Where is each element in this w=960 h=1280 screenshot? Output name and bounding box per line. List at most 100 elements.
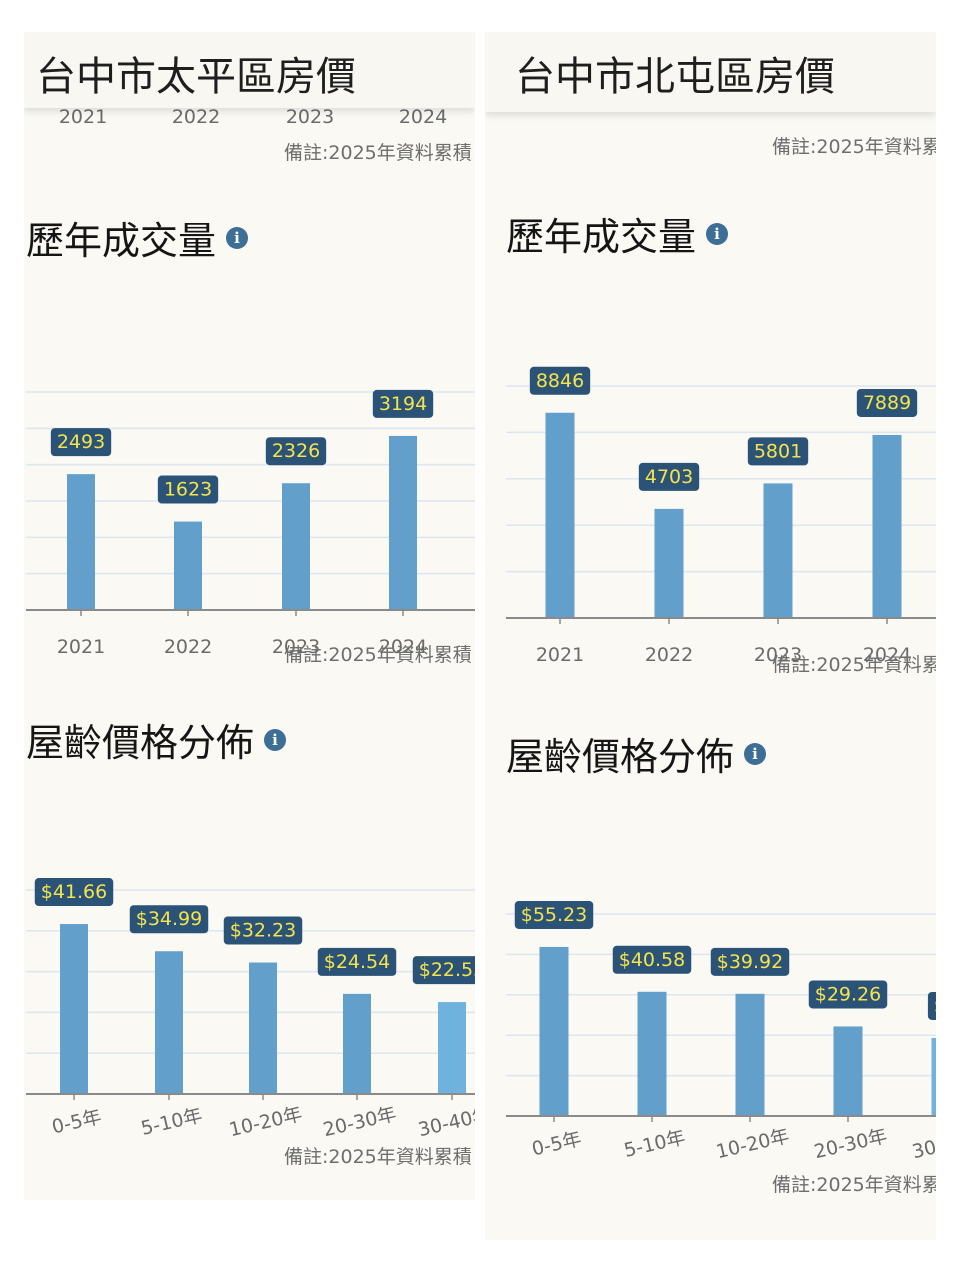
- data-label-text: 2493: [57, 431, 105, 453]
- data-label-box: [747, 437, 809, 466]
- data-label: 7889: [856, 388, 918, 417]
- data-label-box: [710, 947, 790, 976]
- x-tick-label: 0-5年: [50, 1106, 104, 1139]
- bar[interactable]: [833, 1026, 863, 1116]
- x-tick-label: 30-40年: [910, 1125, 936, 1163]
- data-label: 3194: [372, 389, 434, 418]
- bar[interactable]: [282, 483, 310, 610]
- x-tick-label: 2022: [171, 106, 221, 128]
- data-label: $2: [927, 991, 936, 1020]
- bar[interactable]: [60, 924, 88, 1094]
- sticky-header: 台中市北屯區房價: [485, 32, 936, 112]
- district-panel-taiping: 2021 2022 2023 2024 台中市太平區房價 備註:2025年資料累…: [24, 32, 475, 1200]
- data-label: $24.54: [317, 947, 397, 976]
- data-label-text: 8846: [536, 370, 584, 392]
- bar[interactable]: [931, 1037, 937, 1116]
- data-label-box: [223, 916, 303, 945]
- x-tick-label: 20-30年: [812, 1125, 889, 1163]
- bar[interactable]: [872, 434, 902, 618]
- data-label-text: 3194: [379, 393, 427, 415]
- section-title-text: 歷年成交量: [506, 215, 697, 259]
- bar[interactable]: [155, 951, 183, 1094]
- previous-chart-x-axis: 2021 2022 2023 2024: [24, 106, 475, 128]
- bar[interactable]: [637, 991, 667, 1116]
- age-price-chart: $41.66 0-5年 $34.99 5-10年 $32.23 10-20年 $24.54 2…: [26, 878, 475, 1141]
- data-label-box: [412, 956, 475, 985]
- footnote: 備註:2025年資料累積: [284, 142, 472, 164]
- data-label: 8846: [529, 366, 591, 395]
- bar[interactable]: [67, 474, 95, 610]
- data-label-box: [808, 980, 888, 1009]
- x-tick-label: 20-30年: [321, 1103, 398, 1141]
- section-title-age-price: 屋齡價格分佈 i: [26, 712, 287, 767]
- data-label-box: [317, 947, 397, 976]
- x-tick-label: 2023: [272, 636, 320, 658]
- bar[interactable]: [249, 962, 277, 1094]
- data-label: 1623: [157, 475, 219, 504]
- x-tick-label: 5-10年: [139, 1104, 204, 1139]
- data-label-box: [129, 905, 209, 934]
- info-icon[interactable]: i: [744, 742, 767, 765]
- data-label: $34.99: [129, 905, 209, 934]
- section-title-text: 屋齡價格分佈: [506, 735, 735, 779]
- x-tick-label: 2023: [754, 644, 802, 666]
- data-label-box: [514, 900, 594, 929]
- data-label-text: $39.92: [717, 951, 783, 973]
- transaction-volume-chart: 8846 2021 4703 2022 5801 2023 7889 2024: [506, 366, 936, 666]
- data-label-text: $24.54: [324, 951, 390, 973]
- bar[interactable]: [438, 1002, 466, 1094]
- x-tick-label: 30-40年: [416, 1103, 475, 1141]
- data-label: 4703: [638, 462, 700, 491]
- data-label-text: $55.23: [521, 904, 587, 926]
- bar[interactable]: [654, 508, 684, 618]
- x-tick-label: 2022: [645, 644, 693, 666]
- x-tick-label: 10-20年: [227, 1103, 304, 1141]
- footnote: 備註:2025年資料累積: [772, 136, 936, 158]
- bar[interactable]: [174, 521, 202, 610]
- data-label-box: [612, 945, 692, 974]
- footnote: 備註:2025年資料累積: [772, 654, 936, 676]
- info-icon[interactable]: i: [264, 728, 287, 751]
- footnote: 備註:2025年資料累積: [284, 644, 472, 666]
- page-title: 台中市北屯區房價: [515, 54, 835, 100]
- data-label: $39.92: [710, 947, 790, 976]
- bar[interactable]: [545, 412, 575, 618]
- data-label-text: $40.58: [619, 949, 685, 971]
- section-title-age-price: 屋齡價格分佈 i: [506, 726, 767, 781]
- x-tick-label: 10-20年: [714, 1125, 791, 1163]
- data-label-text: 5801: [754, 440, 802, 462]
- data-label-box: [50, 428, 112, 457]
- section-title-text: 屋齡價格分佈: [26, 721, 255, 765]
- x-tick-label: 2023: [285, 106, 335, 128]
- data-label: $41.66: [34, 878, 114, 907]
- bar[interactable]: [763, 483, 793, 618]
- data-label: 2326: [265, 437, 327, 466]
- bar[interactable]: [735, 993, 765, 1116]
- x-tick-label: 2021: [57, 636, 105, 658]
- data-label-text: 1623: [164, 479, 212, 501]
- bar[interactable]: [539, 946, 569, 1116]
- info-icon[interactable]: i: [226, 226, 249, 249]
- data-label-box: [927, 991, 936, 1020]
- data-label-box: [529, 366, 591, 395]
- data-label-text: 4703: [645, 466, 693, 488]
- data-label-box: [856, 388, 918, 417]
- data-label-text: $29.26: [815, 983, 881, 1005]
- section-title-volume: 歷年成交量 i: [26, 210, 249, 265]
- section-title-text: 歷年成交量: [26, 219, 217, 263]
- footnote: 備註:2025年資料累積: [772, 1174, 936, 1196]
- data-label-text: $22.53: [419, 959, 475, 981]
- data-label-text: $2: [934, 995, 936, 1017]
- data-label: 5801: [747, 437, 809, 466]
- bar[interactable]: [389, 435, 417, 610]
- x-tick-label: 2021: [58, 106, 108, 128]
- info-icon[interactable]: i: [706, 222, 729, 245]
- x-tick-label: 2024: [863, 644, 911, 666]
- x-tick-label: 2022: [164, 636, 212, 658]
- footnote: 備註:2025年資料累積: [284, 1146, 472, 1168]
- bar[interactable]: [343, 993, 371, 1094]
- data-label: $29.26: [808, 980, 888, 1009]
- x-tick-label: 2021: [536, 644, 584, 666]
- data-label: $22.53: [412, 956, 475, 985]
- transaction-volume-chart: 2493 2021 1623 2022 2326 2023 3194 2024: [26, 389, 475, 658]
